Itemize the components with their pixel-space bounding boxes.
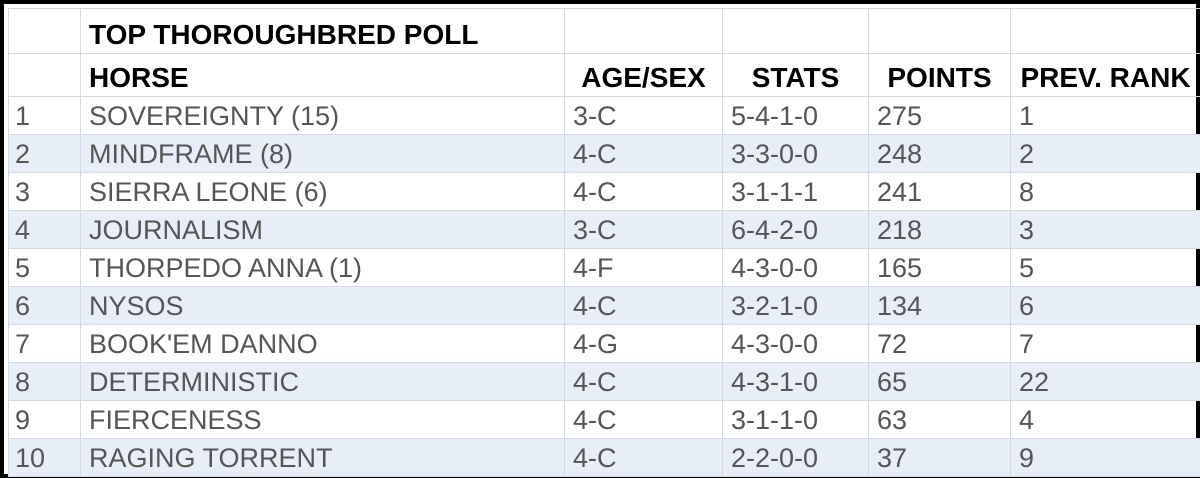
header-rank (8, 53, 81, 97)
horse-cell: SIERRA LEONE (6) (80, 172, 565, 211)
table-row: 8 DETERMINISTIC 4-C 4-3-1-0 65 22 (8, 362, 1200, 401)
horse-cell: FIERCENESS (80, 400, 565, 439)
points-cell: 72 (868, 324, 1011, 363)
age-sex-cell: 3-C (564, 210, 723, 249)
stats-cell: 5-4-1-0 (722, 96, 869, 135)
stats-cell: 4-3-0-0 (722, 248, 869, 287)
prev-rank-cell: 22 (1010, 362, 1200, 401)
points-cell: 37 (868, 438, 1011, 477)
rank-cell: 10 (8, 438, 81, 477)
rank-cell: 4 (8, 210, 81, 249)
table-row: 2 MINDFRAME (8) 4-C 3-3-0-0 248 2 (8, 134, 1200, 173)
table-row: 6 NYSOS 4-C 3-2-1-0 134 6 (8, 286, 1200, 325)
prev-rank-cell: 1 (1010, 96, 1200, 135)
poll-table: TOP THOROUGHBRED POLL HORSE AGE/SEX STAT… (8, 8, 1200, 477)
age-sex-cell: 4-C (564, 438, 723, 477)
age-sex-cell: 4-C (564, 134, 723, 173)
prev-rank-cell: 2 (1010, 134, 1200, 173)
points-cell: 275 (868, 96, 1011, 135)
rank-cell: 5 (8, 248, 81, 287)
header-stats: STATS (722, 53, 869, 97)
table-row: 10 RAGING TORRENT 4-C 2-2-0-0 37 9 (8, 438, 1200, 477)
rank-cell: 7 (8, 324, 81, 363)
empty-cell (8, 8, 81, 54)
empty-cell (868, 8, 1011, 54)
prev-rank-cell: 9 (1010, 438, 1200, 477)
header-row: HORSE AGE/SEX STATS POINTS PREV. RANK (8, 53, 1200, 97)
stats-cell: 3-2-1-0 (722, 286, 869, 325)
prev-rank-cell: 6 (1010, 286, 1200, 325)
points-cell: 241 (868, 172, 1011, 211)
table-row: 7 BOOK'EM DANNO 4-G 4-3-0-0 72 7 (8, 324, 1200, 363)
rank-cell: 6 (8, 286, 81, 325)
stats-cell: 3-1-1-0 (722, 400, 869, 439)
age-sex-cell: 4-F (564, 248, 723, 287)
table-row: 4 JOURNALISM 3-C 6-4-2-0 218 3 (8, 210, 1200, 249)
age-sex-cell: 4-C (564, 400, 723, 439)
rank-cell: 8 (8, 362, 81, 401)
horse-cell: SOVEREIGNTY (15) (80, 96, 565, 135)
header-age-sex: AGE/SEX (564, 53, 723, 97)
horse-cell: BOOK'EM DANNO (80, 324, 565, 363)
title-row: TOP THOROUGHBRED POLL (8, 8, 1200, 54)
table-row: 9 FIERCENESS 4-C 3-1-1-0 63 4 (8, 400, 1200, 439)
age-sex-cell: 4-C (564, 362, 723, 401)
points-cell: 63 (868, 400, 1011, 439)
horse-cell: JOURNALISM (80, 210, 565, 249)
stats-cell: 4-3-1-0 (722, 362, 869, 401)
points-cell: 65 (868, 362, 1011, 401)
rank-cell: 9 (8, 400, 81, 439)
horse-cell: THORPEDO ANNA (1) (80, 248, 565, 287)
rank-cell: 2 (8, 134, 81, 173)
stats-cell: 3-1-1-1 (722, 172, 869, 211)
stats-cell: 6-4-2-0 (722, 210, 869, 249)
prev-rank-cell: 8 (1010, 172, 1200, 211)
age-sex-cell: 4-G (564, 324, 723, 363)
empty-cell (1010, 8, 1200, 54)
rank-cell: 1 (8, 96, 81, 135)
table-row: 3 SIERRA LEONE (6) 4-C 3-1-1-1 241 8 (8, 172, 1200, 211)
table-title: TOP THOROUGHBRED POLL (80, 8, 565, 54)
header-prev-rank: PREV. RANK (1010, 53, 1200, 97)
stats-cell: 2-2-0-0 (722, 438, 869, 477)
prev-rank-cell: 7 (1010, 324, 1200, 363)
stats-cell: 4-3-0-0 (722, 324, 869, 363)
prev-rank-cell: 3 (1010, 210, 1200, 249)
age-sex-cell: 4-C (564, 172, 723, 211)
empty-cell (564, 8, 723, 54)
prev-rank-cell: 4 (1010, 400, 1200, 439)
horse-cell: MINDFRAME (8) (80, 134, 565, 173)
points-cell: 248 (868, 134, 1011, 173)
age-sex-cell: 3-C (564, 96, 723, 135)
empty-cell (722, 8, 869, 54)
header-horse: HORSE (80, 53, 565, 97)
rank-cell: 3 (8, 172, 81, 211)
header-points: POINTS (868, 53, 1011, 97)
stats-cell: 3-3-0-0 (722, 134, 869, 173)
horse-cell: RAGING TORRENT (80, 438, 565, 477)
horse-cell: DETERMINISTIC (80, 362, 565, 401)
points-cell: 218 (868, 210, 1011, 249)
horse-cell: NYSOS (80, 286, 565, 325)
table-row: 1 SOVEREIGNTY (15) 3-C 5-4-1-0 275 1 (8, 96, 1200, 135)
points-cell: 134 (868, 286, 1011, 325)
age-sex-cell: 4-C (564, 286, 723, 325)
points-cell: 165 (868, 248, 1011, 287)
prev-rank-cell: 5 (1010, 248, 1200, 287)
table-row: 5 THORPEDO ANNA (1) 4-F 4-3-0-0 165 5 (8, 248, 1200, 287)
